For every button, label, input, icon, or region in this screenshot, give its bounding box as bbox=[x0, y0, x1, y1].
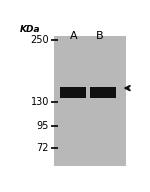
Text: KDa: KDa bbox=[20, 25, 40, 34]
Text: 95: 95 bbox=[37, 121, 49, 131]
Bar bbox=[54, 36, 126, 166]
Bar bbox=[60, 87, 86, 98]
Text: 72: 72 bbox=[36, 143, 49, 153]
Text: 130: 130 bbox=[31, 97, 49, 107]
Text: A: A bbox=[70, 31, 78, 41]
Text: B: B bbox=[96, 31, 103, 41]
Text: 250: 250 bbox=[30, 35, 49, 45]
Bar bbox=[90, 87, 116, 98]
